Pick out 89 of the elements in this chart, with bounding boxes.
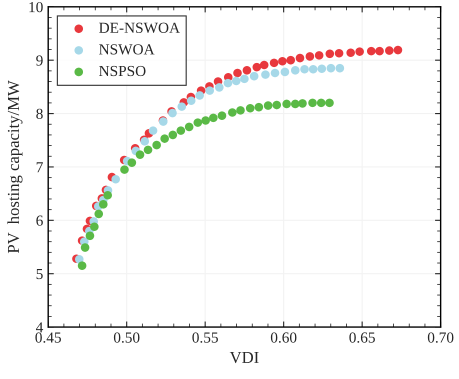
y-tick-label: 8 bbox=[36, 108, 43, 120]
point bbox=[326, 64, 336, 72]
point bbox=[120, 165, 129, 174]
point bbox=[99, 200, 108, 209]
point bbox=[80, 243, 90, 252]
y-tick-label: 4 bbox=[36, 322, 44, 332]
point bbox=[184, 122, 194, 132]
point bbox=[261, 70, 270, 79]
point bbox=[318, 64, 326, 74]
point bbox=[205, 86, 214, 95]
point bbox=[178, 102, 186, 111]
point bbox=[195, 91, 204, 100]
point bbox=[78, 261, 86, 270]
point bbox=[326, 50, 334, 58]
point bbox=[300, 64, 309, 74]
point bbox=[209, 114, 218, 122]
y-tick-label: 6 bbox=[36, 216, 43, 226]
point bbox=[224, 78, 232, 88]
point bbox=[128, 158, 136, 167]
point bbox=[201, 116, 210, 125]
point bbox=[103, 190, 112, 200]
point bbox=[308, 64, 318, 74]
point bbox=[336, 64, 344, 72]
point bbox=[232, 76, 241, 86]
x-tick-label: 0.65 bbox=[349, 332, 375, 343]
point bbox=[286, 56, 296, 64]
point bbox=[290, 66, 300, 75]
point bbox=[366, 46, 376, 56]
point bbox=[152, 140, 161, 150]
point bbox=[308, 98, 317, 108]
x-tick-label: 0.50 bbox=[114, 332, 140, 343]
point bbox=[254, 102, 264, 112]
point bbox=[228, 108, 237, 117]
point bbox=[242, 66, 252, 75]
x-tick-label: 0.55 bbox=[192, 332, 218, 343]
point bbox=[280, 68, 290, 76]
point bbox=[136, 150, 144, 159]
point bbox=[355, 47, 364, 56]
y-tick-label: 9 bbox=[36, 55, 43, 66]
point bbox=[272, 100, 282, 110]
point bbox=[278, 56, 287, 66]
point bbox=[94, 210, 104, 218]
legend-label: NSPSO bbox=[99, 66, 146, 76]
point bbox=[290, 100, 300, 108]
point bbox=[215, 83, 224, 92]
point bbox=[160, 134, 169, 143]
point bbox=[394, 46, 402, 54]
point bbox=[240, 74, 249, 84]
point bbox=[306, 52, 314, 61]
point bbox=[111, 174, 120, 184]
point bbox=[236, 106, 245, 115]
x-tick-label: 0.45 bbox=[35, 332, 61, 343]
point bbox=[148, 126, 158, 135]
legend-label: DE-NSWOA bbox=[99, 22, 180, 34]
point bbox=[325, 98, 334, 108]
x-tick-label: 0.60 bbox=[270, 332, 296, 343]
point bbox=[316, 98, 326, 108]
point bbox=[282, 100, 291, 108]
point bbox=[334, 48, 344, 58]
x-axis-title: VDI bbox=[230, 352, 259, 364]
point bbox=[375, 46, 384, 56]
point bbox=[176, 126, 186, 135]
point bbox=[86, 232, 94, 240]
x-tick-label: 0.70 bbox=[428, 332, 454, 343]
point bbox=[346, 48, 355, 58]
point bbox=[298, 99, 307, 108]
point bbox=[250, 72, 258, 80]
point bbox=[144, 146, 152, 154]
point bbox=[270, 58, 278, 68]
y-tick-label: 10 bbox=[29, 2, 43, 12]
point bbox=[246, 104, 255, 113]
point bbox=[90, 222, 99, 232]
point bbox=[314, 51, 324, 60]
point bbox=[264, 101, 272, 110]
y-tick-label: 7 bbox=[36, 162, 43, 172]
point bbox=[186, 96, 196, 106]
point bbox=[218, 111, 226, 120]
point bbox=[168, 130, 178, 140]
point bbox=[194, 118, 202, 127]
legend-label: NSWOA bbox=[99, 44, 155, 55]
point bbox=[74, 255, 84, 264]
y-tick-label: 5 bbox=[36, 268, 43, 280]
point bbox=[270, 68, 280, 78]
point bbox=[296, 54, 304, 62]
y-axis-title: PV hosting capacity/MW bbox=[7, 80, 22, 254]
point bbox=[385, 46, 394, 55]
point bbox=[233, 68, 242, 78]
point bbox=[252, 62, 262, 72]
point bbox=[260, 60, 268, 70]
